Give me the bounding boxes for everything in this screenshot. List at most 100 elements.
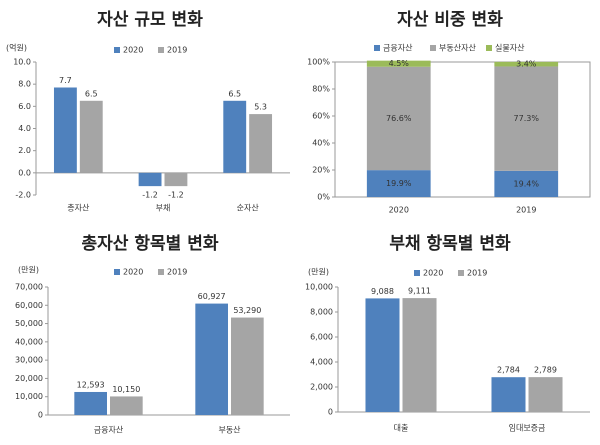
y-tick-label: 70,000 (15, 283, 43, 292)
data-label: -1.2 (168, 191, 184, 200)
bar-segment (366, 60, 431, 67)
x-tick-label: 순자산 (237, 203, 260, 213)
x-tick-label: 금융자산 (94, 425, 124, 435)
data-label: 10,150 (112, 385, 140, 394)
data-label: 6.5 (228, 89, 241, 98)
y-tick-label: -2.0 (15, 191, 31, 200)
y-tick-label: 40,000 (15, 337, 43, 346)
y-tick-label: 60% (312, 112, 330, 121)
y-tick-label: 10,000 (305, 283, 333, 292)
x-tick-label: 총자산 (67, 203, 90, 213)
y-tick-label: 20,000 (15, 374, 43, 383)
legend-swatch (486, 45, 492, 51)
data-label: 12,593 (77, 380, 105, 389)
bar (249, 114, 273, 173)
legend-swatch (114, 269, 120, 275)
y-tick-label: 20% (312, 166, 330, 175)
legend-label: 2020 (123, 46, 143, 55)
y-tick-label: 10,000 (15, 392, 43, 401)
y-tick-label: 100% (307, 58, 330, 67)
data-label: 7.7 (59, 76, 72, 85)
bar (79, 100, 103, 173)
bar-segment (494, 61, 559, 67)
legend-swatch (158, 47, 164, 53)
y-tick-label: 6.0 (18, 102, 31, 111)
legend-swatch (430, 45, 436, 51)
bar (231, 317, 264, 415)
data-label: 19.9% (386, 179, 412, 188)
data-label: 19.4% (514, 179, 540, 188)
y-tick-label: 80% (312, 85, 330, 94)
bar (110, 396, 143, 415)
y-tick-label: 2.0 (18, 146, 31, 155)
x-tick-label: 2020 (389, 206, 409, 215)
bar (53, 87, 77, 173)
legend-label: 실물자산 (495, 43, 525, 53)
data-label: 5.3 (254, 103, 267, 112)
bar-segment (494, 170, 559, 197)
bar (365, 298, 400, 412)
data-label: 60,927 (198, 292, 226, 301)
y-tick-label: 8.0 (18, 80, 31, 89)
legend-swatch (414, 270, 420, 276)
data-label: 3.4% (516, 60, 537, 69)
y-axis-unit: (억원) (6, 43, 27, 53)
bar (195, 303, 228, 415)
chart-title: 자산 비중 변화 (397, 10, 503, 30)
y-axis-unit: (만원) (308, 268, 329, 277)
y-tick-label: 0 (328, 408, 333, 417)
bar (164, 172, 188, 187)
legend-label: 2020 (123, 268, 143, 277)
bar-segment (494, 66, 559, 171)
legend-swatch (114, 47, 120, 53)
plot-frame (334, 61, 591, 198)
chart-title: 총자산 항목별 변화 (82, 233, 219, 254)
x-tick-label: 임대보증금 (509, 424, 546, 433)
legend-swatch (158, 269, 164, 275)
chart-title: 부채 항목별 변화 (389, 233, 511, 254)
chart-title: 자산 규모 변화 (97, 10, 203, 30)
bar (138, 172, 162, 187)
data-label: -1.2 (142, 191, 158, 200)
legend-label: 2019 (167, 46, 187, 55)
y-tick-label: 8,000 (310, 308, 333, 317)
y-axis-unit: (만원) (18, 266, 39, 275)
bar-segment (366, 66, 431, 171)
y-tick-label: 4.0 (18, 124, 31, 133)
legend-label: 2019 (467, 269, 487, 278)
data-label: 2,789 (534, 366, 557, 375)
data-label: 4.5% (389, 59, 410, 68)
legend-label: 2020 (423, 269, 443, 278)
y-tick-label: 50,000 (15, 319, 43, 328)
bar (528, 377, 563, 412)
data-label: 76.6% (386, 114, 412, 123)
legend-label: 금융자산 (383, 43, 413, 53)
data-label: 77.3% (514, 114, 540, 123)
y-tick-label: 0% (317, 193, 330, 202)
x-tick-label: 부채 (156, 203, 171, 213)
legend-swatch (458, 270, 464, 276)
x-tick-label: 대출 (394, 423, 409, 433)
y-tick-label: 40% (312, 139, 330, 148)
bar (74, 391, 107, 415)
y-tick-label: 6,000 (310, 333, 333, 342)
y-tick-label: 0 (38, 411, 43, 420)
y-tick-label: 10.0 (13, 58, 31, 67)
bar (402, 298, 437, 412)
x-tick-label: 부동산 (218, 425, 241, 435)
legend-label: 부동산자산 (439, 43, 476, 53)
y-tick-label: 2,000 (310, 383, 333, 392)
data-label: 9,111 (408, 287, 431, 296)
x-tick-label: 2019 (516, 206, 536, 215)
data-label: 2,784 (497, 366, 520, 375)
legend-label: 2019 (167, 268, 187, 277)
bar (491, 377, 526, 412)
y-tick-label: 30,000 (15, 356, 43, 365)
bar (223, 100, 247, 173)
bar-segment (366, 170, 431, 197)
data-label: 53,290 (233, 306, 261, 315)
y-tick-label: 4,000 (310, 358, 333, 367)
legend-swatch (374, 45, 380, 51)
data-label: 9,088 (371, 287, 394, 296)
